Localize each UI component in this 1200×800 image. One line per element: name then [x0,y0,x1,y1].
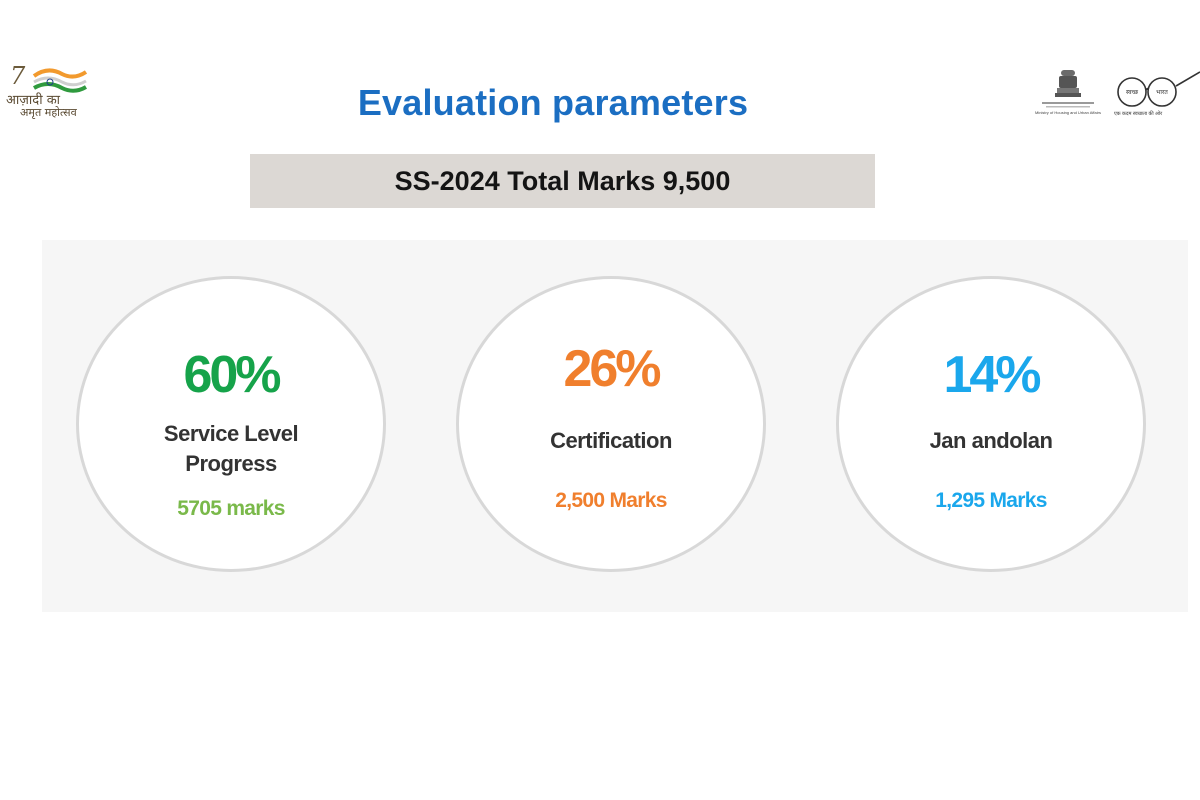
emblem-caption: Ministry of Housing and Urban Affairs [1035,110,1101,115]
parameter-label: Certification [550,428,672,453]
parameter-circle-jan-andolan: 14% Jan andolan 1,295 Marks [836,276,1146,572]
spectacle-left-text: स्वच्छ [1126,90,1139,96]
spectacle-right-text: भारत [1156,90,1168,96]
swachh-bharat-logo: स्वच्छ भारत एक कदम स्वच्छता की ओर [1112,68,1200,120]
national-emblem-icon [1042,70,1094,108]
azadi-ka-amrit-mahotsav-logo: 7 आज़ादी का अमृत महोत्सव [6,62,106,124]
evaluation-parameters-panel: 60% Service Level Progress 5705 marks 26… [42,240,1188,612]
logo-text-line2: अमृत महोत्सव [20,106,77,119]
parameter-marks: 1,295 Marks [935,489,1047,512]
national-emblem-logo: Ministry of Housing and Urban Affairs [1030,66,1106,120]
swachh-bharat-tagline: एक कदम स्वच्छता की ओर [1114,111,1163,117]
parameter-percent: 26% [563,340,661,398]
spectacles-icon: स्वच्छ भारत [1117,71,1200,107]
parameter-marks: 5705 marks [177,497,285,520]
parameter-label: Jan andolan [929,428,1053,453]
parameter-percent: 14% [943,346,1041,404]
parameter-percent: 60% [183,346,281,404]
parameter-circle-service-level: 60% Service Level Progress 5705 marks [76,276,386,572]
page-title: Evaluation parameters [357,82,749,123]
total-marks-banner: SS-2024 Total Marks 9,500 [250,154,875,208]
total-marks-text: SS-2024 Total Marks 9,500 [394,165,731,196]
svg-text:7: 7 [10,62,26,90]
parameter-circle-certification: 26% Certification 2,500 Marks [456,276,766,572]
logo-text-line1: आज़ादी का [6,93,61,108]
parameter-label: Service Level Progress [163,421,299,476]
parameter-marks: 2,500 Marks [555,489,667,512]
seventy-five-flag-icon: 7 [10,62,88,93]
